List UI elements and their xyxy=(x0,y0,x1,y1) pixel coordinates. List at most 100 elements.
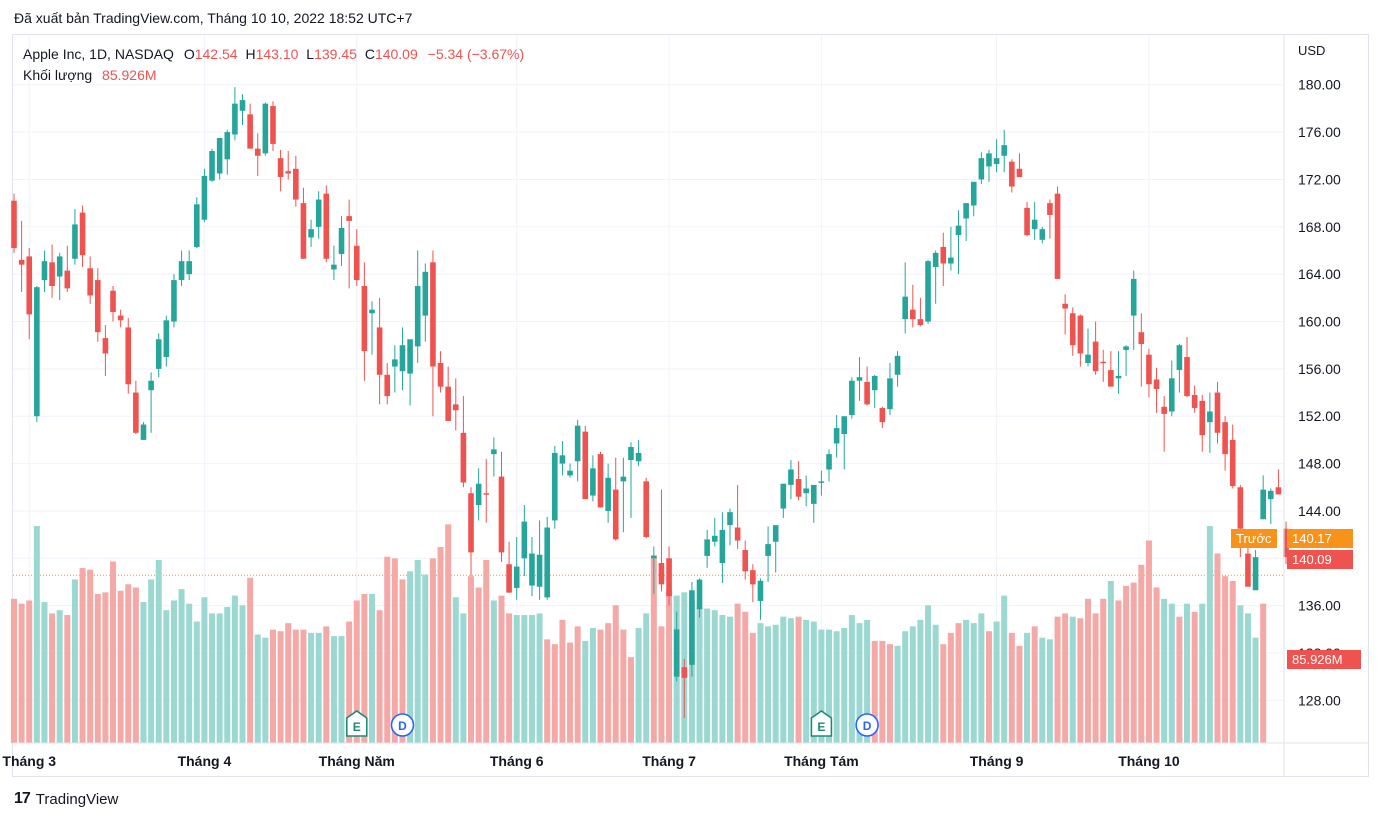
candle-body xyxy=(361,285,368,352)
time-tick-label: Tháng 10 xyxy=(1118,753,1180,769)
candle-body xyxy=(910,309,916,320)
candle xyxy=(1199,394,1206,452)
volume-bar xyxy=(1168,603,1175,743)
price-tick-label: 160.00 xyxy=(1298,314,1341,330)
candle xyxy=(666,546,672,606)
candle xyxy=(879,406,886,429)
candle-body xyxy=(102,338,109,354)
candle xyxy=(719,512,726,584)
candle xyxy=(186,250,192,281)
volume-bar xyxy=(110,561,117,743)
volume-bar xyxy=(658,626,665,743)
legend-l-value: 139.45 xyxy=(314,46,357,62)
volume-bar xyxy=(696,606,703,743)
candle-body xyxy=(452,404,459,411)
legend-volume-label[interactable]: Khối lượng xyxy=(23,67,93,83)
volume-bar xyxy=(300,629,307,743)
volume-bar xyxy=(970,623,977,743)
volume-bar xyxy=(429,558,436,743)
candle-body xyxy=(194,204,200,247)
candle-body xyxy=(1062,303,1068,309)
candle-body xyxy=(1191,394,1198,408)
candle-body xyxy=(521,521,528,559)
volume-bar xyxy=(1001,595,1008,743)
volume-bar xyxy=(18,603,25,743)
candle xyxy=(1016,153,1023,178)
candle-body xyxy=(673,629,680,677)
volume-bar xyxy=(909,626,916,743)
volume-bar xyxy=(239,605,246,743)
candle xyxy=(483,458,490,523)
candle-body xyxy=(430,262,436,367)
candle xyxy=(506,541,512,593)
volume-bar xyxy=(818,629,825,743)
candle-body xyxy=(879,407,886,423)
candle xyxy=(1069,307,1076,356)
candle xyxy=(529,536,535,597)
volume-bar xyxy=(338,636,345,743)
volume-bar xyxy=(26,600,33,743)
volume-bar xyxy=(330,636,337,743)
volume-bar xyxy=(56,610,63,743)
volume-bar xyxy=(1145,540,1152,743)
volume-bar xyxy=(597,629,604,743)
candle-body xyxy=(978,158,985,180)
volume-bar xyxy=(1046,639,1053,743)
volume-bar xyxy=(445,524,452,743)
volume-bar xyxy=(11,598,17,743)
volume-bar xyxy=(620,629,627,743)
candle-body xyxy=(529,553,535,586)
candle-body xyxy=(1108,370,1114,387)
candle-body xyxy=(902,296,908,320)
volume-bar xyxy=(1069,616,1076,743)
candle xyxy=(887,362,893,416)
candle-body xyxy=(612,489,619,540)
volume-bar xyxy=(757,623,764,743)
footer-brand[interactable]: 17 TradingView xyxy=(14,790,118,808)
volume-bar xyxy=(384,556,391,743)
candle xyxy=(110,285,116,322)
currency-label: USD xyxy=(1298,43,1325,58)
volume-bar xyxy=(391,558,398,743)
volume-bar xyxy=(932,624,939,743)
candle-body xyxy=(346,216,352,221)
candle xyxy=(323,185,330,263)
volume-bar xyxy=(879,640,886,743)
candle xyxy=(445,366,451,421)
time-tick-label: Tháng 9 xyxy=(970,753,1024,769)
candle xyxy=(620,457,627,533)
candle-body xyxy=(133,392,139,433)
volume-bar xyxy=(1244,613,1251,743)
volume-bar xyxy=(1062,613,1069,743)
candle xyxy=(49,244,55,298)
candle xyxy=(1047,199,1053,239)
candle xyxy=(468,487,474,577)
volume-bar xyxy=(765,626,772,743)
volume-bar xyxy=(1054,616,1061,743)
volume-bar xyxy=(726,616,733,743)
candle xyxy=(308,219,314,247)
price-tick-label: 164.00 xyxy=(1298,266,1341,282)
candle xyxy=(788,460,794,500)
legend-symbol[interactable]: Apple Inc, 1D, NASDAQ xyxy=(23,46,174,62)
candle-body xyxy=(110,290,116,313)
candle xyxy=(26,248,33,340)
candle-body xyxy=(79,212,86,256)
candle-body xyxy=(742,550,749,572)
volume-bar xyxy=(49,613,56,743)
candle xyxy=(734,484,741,549)
candle xyxy=(140,422,147,440)
candle xyxy=(1138,313,1145,387)
volume-bar xyxy=(864,619,871,743)
candle-body xyxy=(1077,315,1084,354)
volume-bar xyxy=(528,615,535,743)
candle xyxy=(194,197,200,249)
volume-bar xyxy=(612,605,619,743)
price-tick-label: 136.00 xyxy=(1298,598,1341,614)
candle xyxy=(864,366,870,406)
candle xyxy=(399,327,406,391)
time-tick-label: Tháng Năm xyxy=(319,753,395,769)
candle xyxy=(94,268,101,342)
candle-body xyxy=(41,261,48,281)
